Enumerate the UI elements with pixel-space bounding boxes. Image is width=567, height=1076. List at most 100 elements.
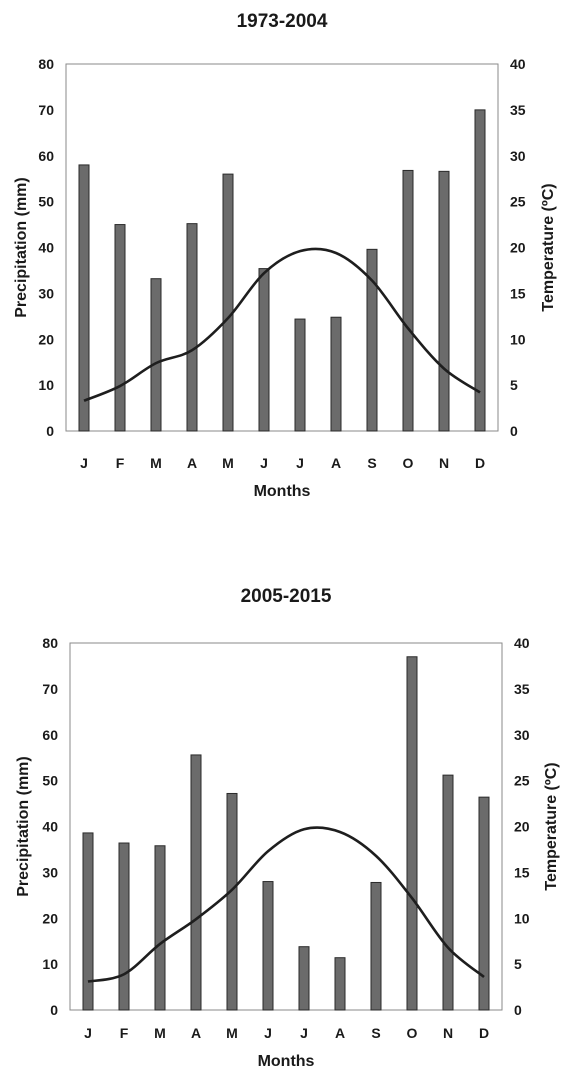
precipitation-bar [406, 656, 418, 1011]
temperature-line [87, 826, 485, 983]
x-tick-label: A [335, 1025, 345, 1041]
x-tick-label: S [371, 1025, 380, 1041]
y2-tick-label: 15 [510, 285, 526, 301]
precipitation-bar [118, 842, 130, 1011]
y2-tick-label: 20 [510, 240, 526, 256]
precipitation-bar [82, 832, 94, 1011]
x-tick-label: A [331, 455, 341, 471]
y2-tick-label: 30 [510, 148, 526, 164]
y-tick-label: 50 [42, 773, 58, 789]
x-tick-label: J [296, 455, 304, 471]
chart-svg-2005-2015: 2005-2015 0 10 20 30 40 50 60 70 80 0 5 10 15 20 25 30 35… [15, 586, 560, 1070]
x-tick-label: O [407, 1025, 418, 1041]
precipitation-bar [114, 224, 126, 432]
x-tick-label: F [116, 455, 125, 471]
y-tick-label: 0 [50, 1002, 58, 1018]
y2-axis-title: Temperature (ºC) [540, 183, 557, 311]
chart-2005-2015: 2005-2015 0 10 20 30 40 50 60 70 80 0 5 10 15 20 25 30 35… [0, 576, 567, 1076]
x-tick-label: J [80, 455, 88, 471]
y-tick-label: 80 [42, 635, 58, 651]
y-tick-label: 20 [42, 910, 58, 926]
precipitation-bar [186, 223, 198, 432]
precipitation-bar [402, 169, 414, 432]
y2-tick-label: 10 [510, 331, 526, 347]
y2-axis-title: Temperature (ºC) [543, 762, 560, 890]
y-tick-label: 80 [38, 56, 54, 72]
x-axis-title: Months [258, 1053, 315, 1070]
precipitation-bar [150, 278, 162, 432]
y-tick-label: 30 [42, 864, 58, 880]
y-tick-label: 60 [42, 727, 58, 743]
x-tick-label: J [84, 1025, 92, 1041]
precipitation-bar [366, 248, 378, 432]
precipitation-bar [334, 957, 346, 1011]
y-tick-label: 10 [42, 956, 58, 972]
precipitation-bar [258, 268, 270, 432]
x-tick-label: M [222, 455, 234, 471]
temperature-line [83, 247, 481, 402]
x-tick-label: J [300, 1025, 308, 1041]
y2-tick-label: 40 [514, 635, 530, 651]
y2-tick-label: 25 [514, 773, 530, 789]
y2-tick-label: 0 [510, 423, 518, 439]
x-tick-label: J [260, 455, 268, 471]
x-axis-title: Months [254, 483, 311, 500]
y-tick-label: 10 [38, 377, 54, 393]
precipitation-bar [474, 109, 486, 432]
x-tick-label: J [264, 1025, 272, 1041]
x-tick-label: M [226, 1025, 238, 1041]
precipitation-bar [190, 754, 202, 1011]
plot-frame [69, 642, 503, 1011]
precipitation-bar [78, 164, 90, 432]
y2-tick-label: 35 [510, 102, 526, 118]
chart-title: 1973-2004 [237, 11, 328, 32]
chart-svg-1973-2004: 1973-2004 0 10 20 30 40 50 60 70 80 0 5 10 15 20 25 30 35… [13, 11, 557, 500]
y2-tick-label: 25 [510, 194, 526, 210]
y-tick-label: 60 [38, 148, 54, 164]
y2-tick-label: 35 [514, 681, 530, 697]
precipitation-bar [294, 318, 306, 432]
y2-tick-label: 10 [514, 910, 530, 926]
y2-tick-label: 30 [514, 727, 530, 743]
x-tick-label: O [403, 455, 414, 471]
x-tick-label: N [439, 455, 449, 471]
precipitation-bar [262, 881, 274, 1011]
x-tick-label: N [443, 1025, 453, 1041]
y-tick-label: 0 [46, 423, 54, 439]
x-tick-label: D [475, 455, 485, 471]
y-tick-label: 30 [38, 285, 54, 301]
x-tick-label: F [120, 1025, 129, 1041]
y-tick-label: 40 [42, 819, 58, 835]
precipitation-bar [226, 792, 238, 1011]
precipitation-bar [438, 170, 450, 432]
y-axis-title: Precipitation (mm) [13, 177, 30, 317]
plot-frame [65, 63, 499, 432]
x-tick-label: A [191, 1025, 201, 1041]
y2-tick-label: 5 [514, 956, 522, 972]
y2-tick-label: 5 [510, 377, 518, 393]
y2-tick-label: 40 [510, 56, 526, 72]
x-tick-label: M [150, 455, 162, 471]
chart-1973-2004: 1973-2004 0 10 20 30 40 50 60 70 80 0 5 10 15 20 25 30 35… [0, 0, 567, 510]
y-tick-label: 70 [42, 681, 58, 697]
y-tick-label: 70 [38, 102, 54, 118]
y-axis-title: Precipitation (mm) [15, 756, 32, 896]
precipitation-bar [442, 774, 454, 1011]
chart-title: 2005-2015 [241, 586, 332, 607]
precipitation-bar [154, 845, 166, 1011]
y-tick-label: 40 [38, 240, 54, 256]
x-tick-label: D [479, 1025, 489, 1041]
precipitation-bar [330, 316, 342, 432]
y-tick-label: 50 [38, 194, 54, 210]
y2-tick-label: 20 [514, 819, 530, 835]
precipitation-bar [370, 881, 382, 1011]
precipitation-bar [222, 173, 234, 432]
y2-tick-label: 0 [514, 1002, 522, 1018]
precipitation-bar [298, 946, 310, 1011]
y2-tick-label: 15 [514, 864, 530, 880]
x-tick-label: A [187, 455, 197, 471]
y-tick-label: 20 [38, 331, 54, 347]
x-tick-label: S [367, 455, 376, 471]
precipitation-bar [478, 796, 490, 1011]
x-tick-label: M [154, 1025, 166, 1041]
